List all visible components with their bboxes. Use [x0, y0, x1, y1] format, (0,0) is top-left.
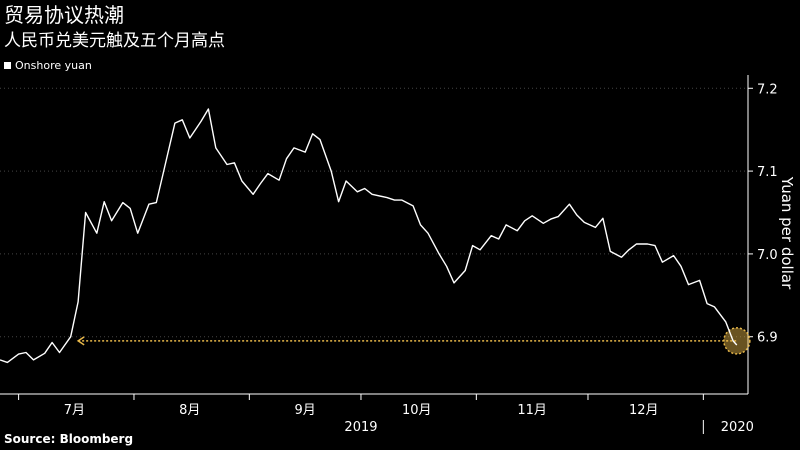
series-line-onshore-yuan [0, 108, 738, 364]
annotation-circle [723, 327, 751, 355]
y-tick-label: 7.1 [757, 165, 778, 180]
chart-title: 贸易协议热潮 [4, 3, 124, 27]
y-tick-label: 7.0 [757, 248, 778, 263]
x-tick-label: 11月 [517, 403, 547, 418]
y-tick-label: 6.9 [757, 331, 778, 346]
label-layer: 6.9 7.0 7.1 7.2 Yuan per dollar 7月 8月 9月 10月 11月 1… [64, 82, 796, 435]
x-tick-label: 9月 [295, 403, 316, 418]
annotation-layer [76, 327, 751, 355]
grid-layer [0, 87, 748, 338]
axis-layer [0, 75, 753, 434]
legend: Onshore yuan [4, 59, 92, 72]
series-layer [0, 108, 738, 364]
source-note: Source: Bloomberg [4, 432, 134, 446]
x-tick-label: 12月 [629, 403, 659, 418]
legend-swatch [4, 62, 11, 69]
chart-subtitle: 人民币兑美元触及五个月高点 [4, 31, 225, 51]
legend-label: Onshore yuan [15, 59, 92, 72]
x-group-label-2019: 2019 [344, 420, 377, 435]
annotation-arrowhead [76, 336, 85, 346]
x-tick-label: 7月 [64, 403, 85, 418]
x-tick-label: 8月 [179, 403, 200, 418]
y-tick-label: 7.2 [757, 82, 778, 97]
x-group-label-2020: 2020 [721, 420, 754, 435]
x-tick-label: 10月 [402, 403, 432, 418]
y-axis-label: Yuan per dollar [778, 176, 796, 290]
